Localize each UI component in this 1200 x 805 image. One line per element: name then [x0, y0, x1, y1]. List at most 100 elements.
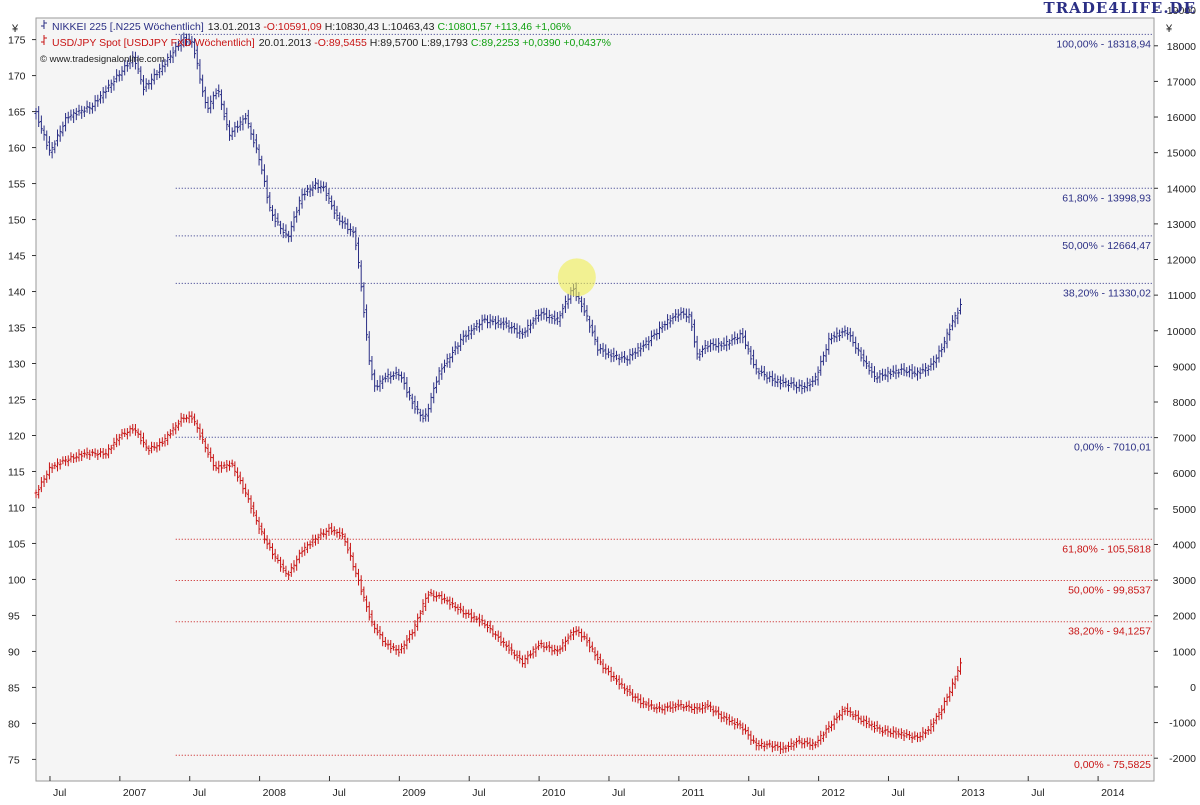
ohlc-bar	[383, 636, 387, 647]
right-axis-tick-label: 10000	[1167, 326, 1196, 338]
ohlc-bar	[902, 729, 906, 741]
legend-nikkei-label: NIKKEI 225 [.N225 Wöchentlich]	[52, 21, 204, 33]
ohlc-bar	[236, 120, 240, 133]
ohlc-bar	[139, 66, 143, 85]
ohlc-bar	[260, 522, 264, 536]
ohlc-bar	[160, 437, 164, 447]
ohlc-bar	[717, 337, 721, 353]
ohlc-bar	[120, 429, 124, 440]
ohlc-bar	[144, 439, 148, 451]
ohlc-bar	[496, 315, 500, 329]
x-axis-tick-label: 2010	[542, 787, 566, 799]
ohlc-bar	[526, 319, 530, 337]
ohlc-bar	[695, 335, 699, 360]
ohlc-bar	[881, 726, 885, 737]
ohlc-bar	[819, 730, 823, 745]
ohlc-bar	[711, 705, 715, 717]
ohlc-bar	[160, 59, 164, 76]
ohlc-bar	[125, 427, 129, 440]
x-axis-tick-label: Jul	[332, 787, 345, 799]
ohlc-bar	[123, 428, 127, 438]
ohlc-bar	[918, 731, 922, 742]
ohlc-bar	[695, 702, 699, 714]
ohlc-bar	[281, 559, 285, 573]
ohlc-bar	[690, 311, 694, 332]
ohlc-bar	[142, 432, 145, 448]
ohlc-bar	[99, 91, 102, 104]
ohlc-bar	[418, 610, 422, 623]
ohlc-bar	[770, 370, 774, 387]
legend-nikkei-open: -O:10591,09	[263, 21, 322, 33]
ohlc-bar	[641, 697, 645, 709]
ohlc-bar	[74, 107, 78, 121]
legend: NIKKEI 225 [.N225 Wöchentlich] 13.01.2013…	[40, 20, 611, 65]
ohlc-bar	[529, 650, 532, 659]
ohlc-bar	[795, 738, 799, 748]
ohlc-bar	[518, 650, 522, 664]
ohlc-bar	[539, 308, 543, 321]
ohlc-bar	[488, 620, 492, 634]
ohlc-bar	[381, 375, 385, 389]
ohlc-bar	[185, 33, 188, 47]
ohlc-bar	[864, 715, 868, 729]
ohlc-bar	[558, 310, 562, 327]
ohlc-glyph-icon	[41, 35, 47, 45]
ohlc-bar	[486, 620, 489, 633]
ohlc-bar	[840, 705, 844, 721]
ohlc-bar	[867, 717, 871, 729]
ohlc-bar	[816, 366, 820, 386]
ohlc-bar	[230, 459, 234, 468]
ohlc-bar	[158, 63, 162, 79]
x-axis-tick-label: Jul	[752, 787, 765, 799]
ohlc-bar	[190, 35, 194, 48]
ohlc-bar	[238, 116, 242, 131]
ohlc-bar	[139, 430, 143, 445]
ohlc-bar	[37, 484, 41, 499]
legend-nikkei-high-low: H:10830,43 L:10463,43	[325, 21, 435, 33]
ohlc-bar	[881, 368, 885, 381]
ohlc-bar	[916, 367, 919, 381]
ohlc-bar	[147, 445, 151, 455]
x-axis-tick-label: 2011	[682, 787, 705, 799]
ohlc-bar	[117, 433, 121, 446]
ohlc-bar	[520, 328, 524, 339]
highlight-marker	[557, 258, 596, 297]
ohlc-bar	[789, 738, 793, 751]
ohlc-bar	[924, 363, 928, 377]
ohlc-bar	[214, 461, 218, 472]
ohlc-bar	[155, 69, 159, 81]
ohlc-bar	[827, 721, 831, 733]
ohlc-bar	[104, 448, 108, 459]
left-axis-tick-label: 80	[8, 718, 20, 730]
left-axis-tick-label: 75	[8, 754, 20, 766]
ohlc-bar	[950, 315, 954, 331]
ohlc-bar	[679, 307, 683, 321]
ohlc-bar	[201, 74, 205, 97]
ohlc-bar	[953, 675, 957, 689]
ohlc-bar	[760, 365, 764, 377]
ohlc-bar	[246, 109, 250, 129]
ohlc-bar	[687, 700, 691, 712]
ohlc-bar	[464, 330, 468, 343]
ohlc-bar	[378, 375, 382, 392]
ohlc-bar	[547, 641, 551, 653]
ohlc-bar	[171, 423, 175, 436]
ohlc-bar	[770, 741, 774, 753]
ohlc-bar	[53, 140, 57, 154]
ohlc-bar	[808, 378, 812, 392]
ohlc-bar	[319, 528, 323, 540]
ohlc-bar	[899, 728, 903, 739]
x-axis-tick-label: Jul	[472, 787, 485, 799]
ohlc-bar	[596, 650, 600, 665]
ohlc-bar	[434, 591, 438, 602]
left-axis-tick-label: 115	[8, 466, 25, 478]
ohlc-bar	[746, 341, 750, 355]
ohlc-bar	[195, 45, 199, 70]
ohlc-bar	[413, 395, 417, 414]
ohlc-bar	[34, 489, 38, 499]
ohlc-bar	[926, 364, 930, 376]
legend-usdjpy-date: 20.01.2013	[259, 37, 312, 49]
ohlc-bar	[827, 332, 831, 355]
ohlc-bar	[897, 728, 901, 738]
